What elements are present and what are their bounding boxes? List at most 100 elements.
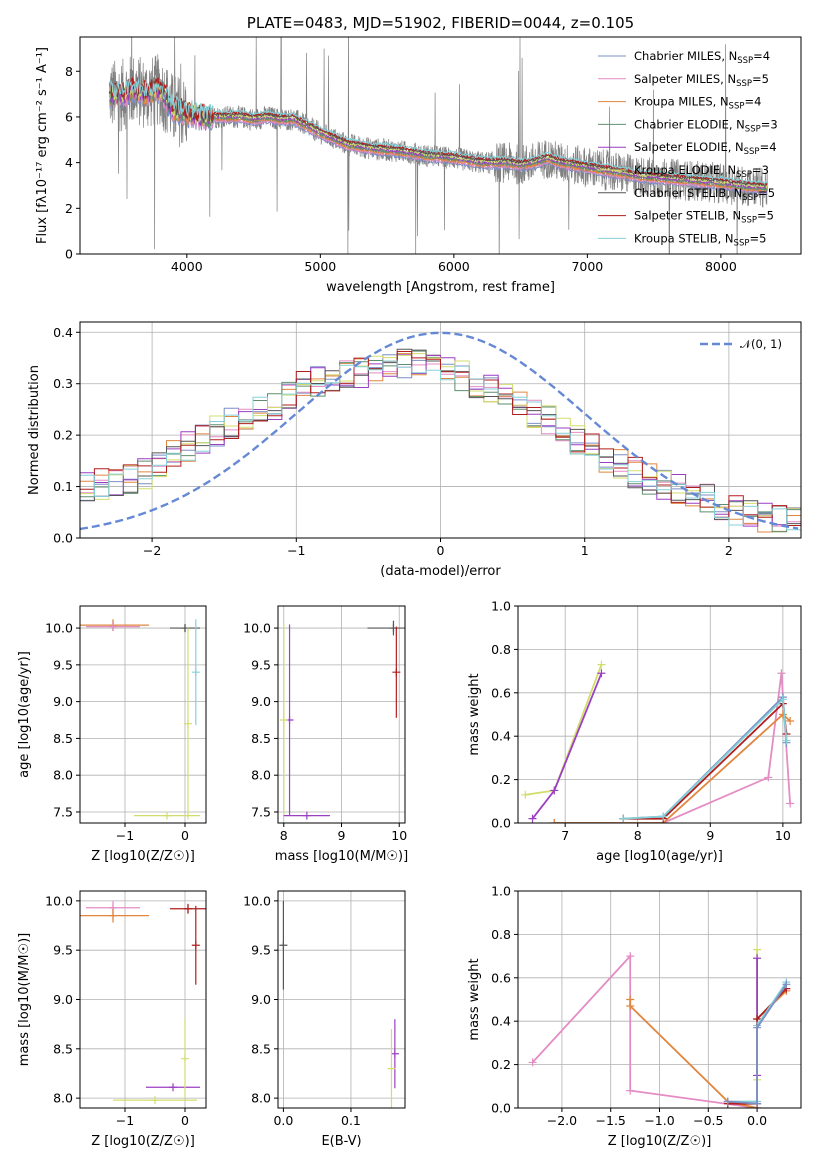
y-tick-label: 0.8 <box>491 642 511 657</box>
plot-area <box>521 660 795 823</box>
point-marker <box>392 668 401 677</box>
series-line-krou_miles <box>554 713 791 823</box>
y-tick-label: 10.0 <box>45 621 73 636</box>
panel-spectrum: 4000 5000 6000 7000 8000 0 2 4 6 8 wavelength [Ang… <box>35 36 802 295</box>
series-line-salp_elodie <box>531 672 603 820</box>
x-tick-label: 9 <box>706 828 714 843</box>
x-tick-label: 4000 <box>171 259 203 274</box>
point-age_vs_mass-4 <box>283 811 330 820</box>
y-tick-label: 0.4 <box>491 1014 511 1029</box>
point-mass_vs_Z-2 <box>170 903 206 914</box>
y-tick-label: 8.0 <box>53 1091 73 1106</box>
y-tick-label: 1.0 <box>491 884 511 899</box>
x-tick-label: 0.1 <box>341 1113 361 1128</box>
x-tick-label: 9 <box>338 828 346 843</box>
x-tick-label: 0 <box>437 543 445 558</box>
point-marker <box>109 911 117 920</box>
series-marker-chab_miles <box>782 980 791 989</box>
axes-frame <box>79 605 207 824</box>
y-tick-label: 8.0 <box>251 1091 271 1106</box>
series-marker-chab_miles <box>753 1023 762 1032</box>
point-marker <box>279 716 288 725</box>
y-tick-label: 0.3 <box>53 376 73 391</box>
y-tick-label: 10.0 <box>243 893 271 908</box>
y-tick-label: 0.0 <box>491 816 511 831</box>
point-age_vs_Z-4 <box>184 628 192 820</box>
histogram-salp_stelib <box>80 351 801 526</box>
x-tick-label: 8 <box>634 828 642 843</box>
point-marker <box>109 622 117 631</box>
series-marker-salp_elodie <box>528 814 537 823</box>
series-marker-salp_miles <box>626 1086 635 1095</box>
point-marker <box>181 1054 189 1063</box>
y-tick-label: 0.2 <box>53 428 73 443</box>
point-marker <box>151 1096 159 1105</box>
y-axis-label: mass [log10(M/M☉)] <box>17 933 32 1066</box>
y-tick-label: 0.6 <box>491 970 511 985</box>
x-tick-label: −1.5 <box>596 1113 626 1128</box>
y-tick-label: 8.5 <box>53 1041 73 1056</box>
point-age_vs_mass-3 <box>279 624 288 816</box>
y-tick-label: 0.0 <box>491 1101 511 1116</box>
x-tick-label: −1 <box>287 543 305 558</box>
x-tick-label: 6000 <box>438 259 470 274</box>
point-mass_vs_Z-3 <box>191 905 200 985</box>
x-tick-label: 0 <box>181 1113 189 1128</box>
axes-frame <box>79 36 802 255</box>
y-tick-label: 0 <box>65 247 73 262</box>
y-tick-label: 7.5 <box>53 804 73 819</box>
y-tick-label: 8.0 <box>251 768 271 783</box>
y-tick-label: 0.0 <box>53 531 73 546</box>
x-tick-label: −1 <box>116 1113 134 1128</box>
point-marker <box>184 719 192 728</box>
histogram-salp_elodie <box>80 354 801 527</box>
x-axis-label: (data-model)/error <box>380 564 501 579</box>
legend-label: Salpeter STELIB, NSSP=5 <box>634 209 774 226</box>
legend-label: Salpeter ELODIE, NSSP=4 <box>634 140 777 157</box>
series-marker-krou_miles <box>550 819 559 823</box>
y-tick-label: 9.5 <box>53 943 73 958</box>
x-tick-label: 10 <box>775 828 791 843</box>
y-tick-label: 9.0 <box>53 992 73 1007</box>
series-marker-salp_miles <box>764 773 773 782</box>
series-marker-krou_elodie <box>597 660 606 669</box>
series-line-salp_miles <box>531 953 758 1108</box>
point-marker <box>279 941 288 950</box>
y-tick-label: 0.6 <box>491 685 511 700</box>
panel-age_vs_Z: −1 0 7.5 8.0 8.5 9.0 9.5 10.0 Z [log10(Z/Z☉)] age… <box>17 605 207 864</box>
x-tick-label: 0 <box>181 828 189 843</box>
x-tick-label: 8000 <box>705 259 737 274</box>
series-marker-krou_stelib <box>659 812 668 821</box>
x-axis-label: Z [log10(Z/Z☉)] <box>91 849 195 864</box>
legend-label: Kroupa STELIB, NSSP=5 <box>634 231 766 248</box>
y-tick-label: 0.1 <box>53 479 73 494</box>
plot-area <box>279 620 405 820</box>
series-marker-salp_elodie <box>753 954 762 963</box>
y-tick-label: 9.0 <box>251 992 271 1007</box>
series-marker-salp_miles <box>626 952 635 961</box>
y-tick-label: 9.0 <box>251 694 271 709</box>
y-axis-label: age [log10(age/yr)] <box>17 651 32 778</box>
plot-area <box>528 945 791 1108</box>
legend-label: Chabrier ELODIE, NSSP=3 <box>634 117 778 134</box>
x-tick-label: 2 <box>725 543 733 558</box>
x-tick-label: 7000 <box>571 259 603 274</box>
y-axis-label: mass weight <box>467 673 482 755</box>
legend-residuals: 𝒩(0, 1) <box>700 337 782 351</box>
series-marker-chab_miles <box>753 1099 762 1108</box>
series-marker-krou_miles <box>778 710 787 719</box>
y-tick-label: 8.0 <box>53 768 73 783</box>
series-marker-krou_elodie <box>753 945 762 954</box>
y-tick-label: 8 <box>65 64 73 79</box>
series-marker-salp_elodie <box>550 786 559 795</box>
series-marker-chab_miles <box>723 1097 732 1106</box>
point-mass_vs_EBV-1 <box>390 1019 399 1089</box>
point-marker <box>184 904 192 913</box>
panel-weight_vs_age: 7 8 9 10 0.0 0.2 0.4 0.6 0.8 1.0 age [log10(age/yr… <box>467 599 802 864</box>
y-tick-label: 0.8 <box>491 927 511 942</box>
panel-mass_vs_Z: −1 0 8.0 8.5 9.0 9.5 10.0 Z [log10(Z/Z☉)] mass [… <box>17 890 207 1149</box>
y-axis-label: Normed distribution <box>27 365 42 495</box>
point-mass_vs_EBV-0 <box>279 900 288 990</box>
x-tick-label: −1.0 <box>644 1113 674 1128</box>
